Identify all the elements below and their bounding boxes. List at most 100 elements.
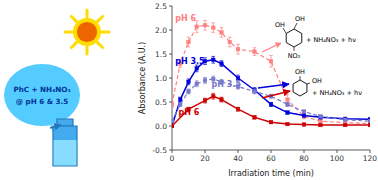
marker bbox=[368, 119, 370, 123]
error-bar bbox=[220, 97, 224, 102]
annotation: + NH₄NO₃ + hν bbox=[312, 89, 362, 97]
marker bbox=[302, 123, 306, 127]
marker bbox=[195, 25, 199, 29]
line bbox=[172, 79, 370, 121]
chart: 020406080100120-0.50.00.51.01.52.02.5Irr… bbox=[0, 0, 378, 180]
annotation: OH bbox=[295, 68, 305, 76]
y-tick bbox=[169, 30, 172, 31]
plot-area bbox=[172, 20, 370, 127]
benzene-ring bbox=[293, 80, 307, 96]
marker bbox=[178, 103, 182, 107]
y-tick-label: 2.0 bbox=[155, 26, 167, 35]
error-bar bbox=[203, 78, 207, 84]
y-tick bbox=[169, 54, 172, 55]
error-bar bbox=[302, 114, 306, 119]
sun-ray bbox=[101, 31, 109, 34]
y-tick-label: -0.5 bbox=[152, 146, 167, 155]
annotations: pH 6pH 3.5pH 3.5pH 6PhC + NH₄NO₃@ pH 6 &… bbox=[13, 14, 362, 117]
x-tick-label: 120 bbox=[363, 154, 378, 163]
y-tick-label: 0.0 bbox=[155, 122, 167, 131]
y-tick bbox=[169, 150, 172, 151]
marker bbox=[286, 111, 290, 115]
error-bar bbox=[236, 107, 240, 111]
marker bbox=[343, 123, 347, 127]
illustration bbox=[4, 10, 109, 166]
annotation: OH bbox=[295, 15, 305, 23]
error-bar bbox=[286, 102, 290, 106]
error-bar bbox=[302, 110, 306, 113]
error-bar bbox=[286, 111, 290, 114]
error-bar bbox=[302, 114, 306, 117]
error-bar bbox=[172, 102, 174, 107]
marker bbox=[228, 40, 232, 44]
marker bbox=[172, 124, 174, 128]
bond bbox=[294, 47, 295, 51]
x-tick-label: 0 bbox=[170, 154, 175, 163]
marker bbox=[253, 116, 257, 120]
error-bar bbox=[172, 125, 174, 127]
error-bar bbox=[302, 124, 306, 126]
y-tick bbox=[169, 78, 172, 79]
y-tick bbox=[169, 102, 172, 103]
x-tick-label: 40 bbox=[233, 154, 243, 163]
marker bbox=[172, 119, 174, 123]
error-bar bbox=[253, 116, 257, 119]
error-bar bbox=[220, 28, 224, 38]
marker bbox=[368, 123, 370, 127]
marker bbox=[195, 67, 199, 71]
marker bbox=[172, 103, 174, 107]
marker bbox=[187, 90, 191, 94]
error-bar bbox=[211, 93, 215, 99]
x-tick bbox=[370, 150, 371, 153]
error-bar bbox=[203, 98, 207, 103]
error-bar bbox=[368, 120, 370, 122]
annotation: @ pH 6 & 3.5 bbox=[16, 97, 68, 106]
marker bbox=[187, 80, 191, 84]
benzene-ring bbox=[286, 29, 302, 47]
error-bar bbox=[178, 102, 182, 106]
x-tick-label: 100 bbox=[330, 154, 345, 163]
arrow bbox=[262, 91, 290, 98]
sun-ray bbox=[86, 46, 89, 54]
error-bar bbox=[253, 89, 257, 94]
error-bar bbox=[187, 89, 191, 94]
sun-ray bbox=[71, 16, 77, 22]
x-tick bbox=[271, 150, 272, 153]
marker bbox=[269, 120, 273, 124]
marker bbox=[319, 115, 323, 119]
series bbox=[172, 20, 370, 125]
series bbox=[172, 56, 370, 127]
line bbox=[172, 96, 370, 126]
y-tick-label: 0.5 bbox=[155, 98, 167, 107]
error-bar bbox=[343, 124, 347, 126]
y-tick bbox=[169, 6, 172, 7]
error-bar bbox=[269, 121, 273, 123]
y-axis-label: Absorbance (A.U.) bbox=[138, 42, 147, 114]
marker bbox=[343, 117, 347, 121]
error-bar bbox=[211, 23, 215, 33]
marker bbox=[236, 107, 240, 111]
error-bar bbox=[253, 48, 257, 56]
error-bar bbox=[172, 120, 174, 122]
marker bbox=[269, 59, 273, 63]
arrow bbox=[50, 125, 61, 128]
y-tick-label: 2.5 bbox=[155, 2, 167, 11]
marker bbox=[236, 47, 240, 51]
error-bar bbox=[203, 20, 207, 30]
error-bar bbox=[253, 88, 257, 93]
marker bbox=[319, 119, 323, 123]
bond bbox=[294, 23, 297, 29]
error-bar bbox=[319, 120, 323, 123]
marker bbox=[286, 103, 290, 107]
x-tick-label: 20 bbox=[200, 154, 210, 163]
bond bbox=[300, 76, 301, 80]
error-bar bbox=[269, 102, 273, 106]
annotation: pH 6 bbox=[175, 14, 196, 23]
flask-water bbox=[54, 140, 77, 165]
x-tick bbox=[337, 150, 338, 153]
marker bbox=[187, 40, 191, 44]
marker bbox=[286, 122, 290, 126]
annotation: OH bbox=[312, 77, 322, 85]
marker bbox=[203, 99, 207, 103]
marker bbox=[269, 103, 273, 107]
